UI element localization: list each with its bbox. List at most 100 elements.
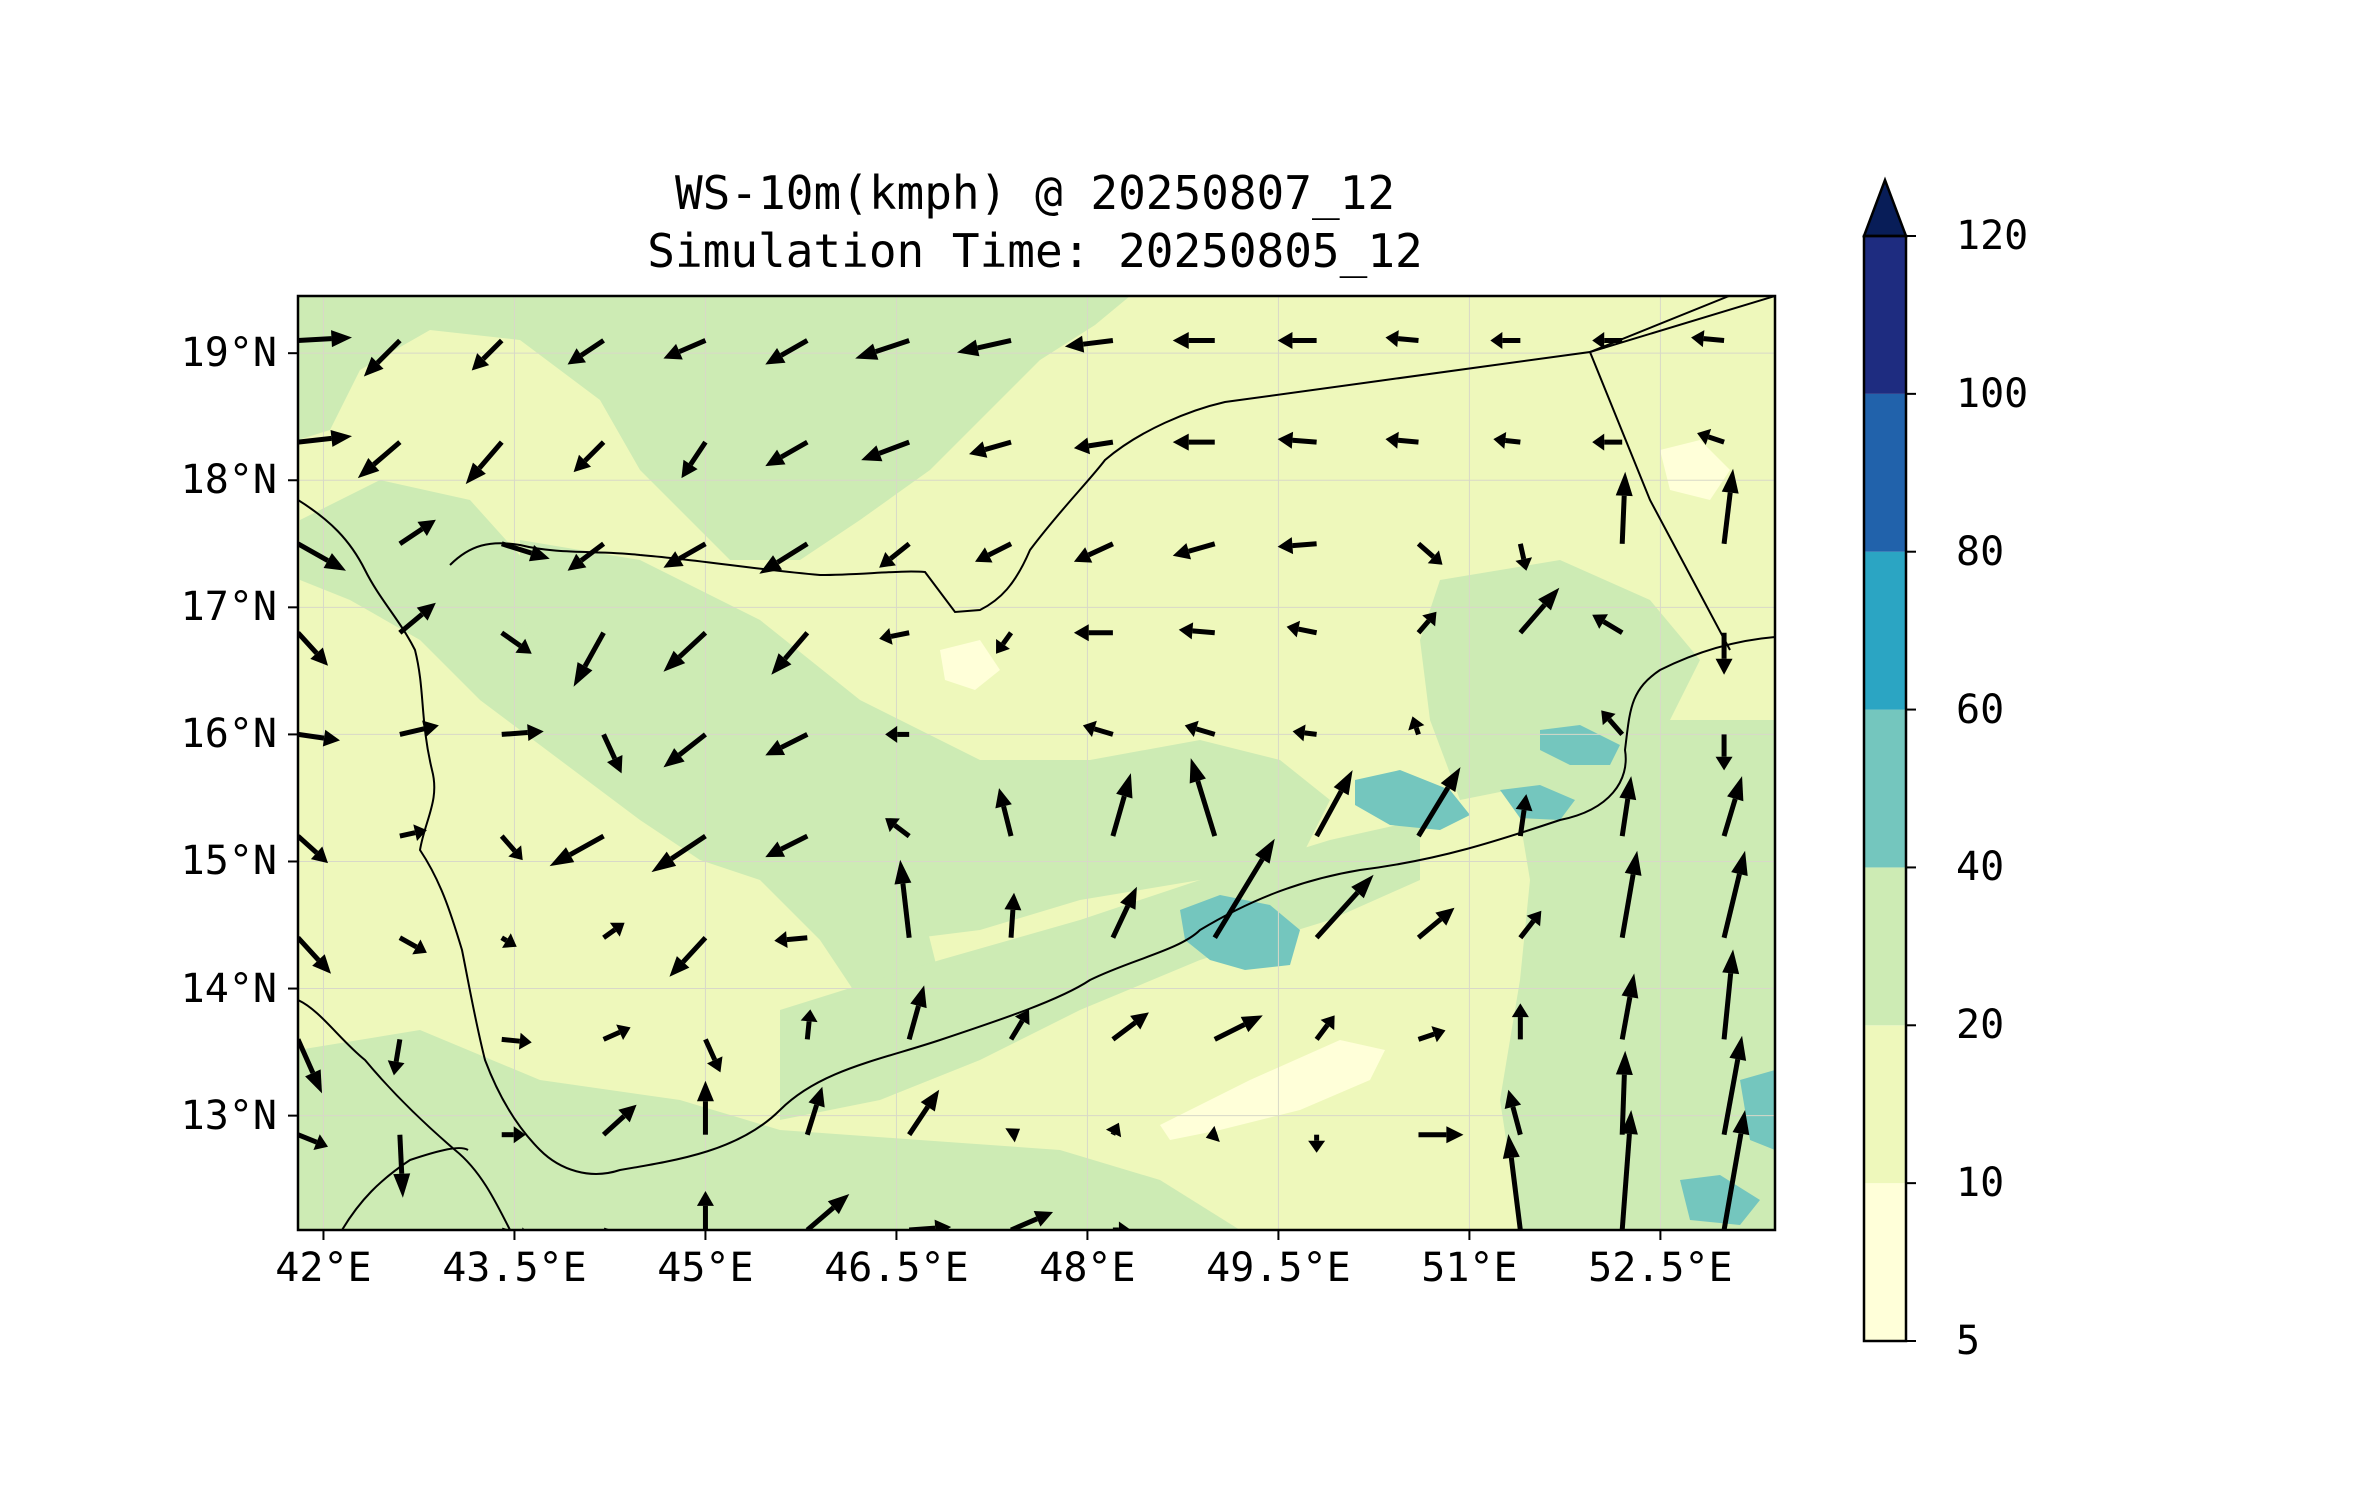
wind-arrow-head [387, 1060, 405, 1076]
wind-arrow-shaft [889, 541, 911, 561]
wind-arrow-shaft [298, 1132, 318, 1145]
wind-arrow-shaft [780, 439, 809, 460]
wind-arrow-head [1691, 330, 1705, 348]
wind-arrow-head [707, 1056, 723, 1073]
wind-arrow-head [1277, 431, 1294, 449]
wind-arrow-shaft [890, 630, 910, 639]
wind-arrow [1277, 331, 1317, 349]
wind-arrow-shaft [1703, 336, 1725, 343]
wind-arrow-head [1621, 973, 1639, 999]
wind-arrow [669, 936, 708, 977]
colorbar-band [1864, 551, 1906, 710]
contour-40-60-e [1680, 1175, 1760, 1225]
wind-arrow [1172, 331, 1215, 349]
wind-arrow-head [669, 956, 690, 977]
wind-arrow-head [879, 628, 893, 645]
wind-arrow-head [1308, 1140, 1326, 1153]
lat-tick-label: 16°N [180, 711, 277, 758]
wind-arrow-head [696, 1191, 714, 1206]
wind-arrow-shaft [907, 1105, 930, 1137]
wind-arrow-head [975, 547, 993, 563]
wind-arrow-head [651, 851, 677, 873]
wind-arrow-head [855, 343, 879, 360]
wind-arrow [602, 1024, 631, 1042]
wind-arrow [1721, 1110, 1750, 1230]
colorbar [1862, 176, 1916, 1343]
wind-arrow [1592, 614, 1624, 635]
lon-tick-label: 49.5°E [1206, 1245, 1351, 1291]
wind-arrow-head [879, 552, 896, 568]
wind-arrow-head [528, 544, 550, 562]
wind-arrow-shaft [1213, 1022, 1246, 1042]
wind-arrow-shaft [1111, 1020, 1137, 1042]
wind-arrow-shaft [678, 541, 707, 561]
wind-arrow [1715, 632, 1733, 675]
wind-arrow [387, 1038, 405, 1076]
wind-arrow-head [471, 353, 490, 371]
wind-arrow-shaft [298, 1038, 316, 1074]
wind-arrow [1213, 1015, 1263, 1042]
wind-arrow-shaft [900, 883, 912, 939]
wind-arrow-head [1431, 1026, 1446, 1043]
wind-arrow-shaft [398, 526, 424, 546]
lat-tick-label: 18°N [180, 457, 277, 504]
contour-40-60-b [1540, 725, 1620, 765]
lon-tick-label: 51°E [1421, 1245, 1518, 1291]
wind-arrow-shaft [1602, 619, 1624, 635]
wind-arrow [1385, 431, 1419, 449]
wind-arrow-shaft [372, 440, 402, 467]
wind-arrow-shaft [298, 631, 319, 655]
wind-arrow-head [1422, 611, 1437, 627]
wind-arrow-head [1592, 614, 1608, 629]
wind-arrow [663, 541, 707, 568]
wind-arrow-head [861, 445, 883, 462]
wind-arrow-shaft [500, 935, 508, 943]
wind-arrow-shaft [1721, 873, 1742, 939]
colorbar-tick-label: 100 [1956, 370, 2029, 417]
wind-arrow [1715, 734, 1733, 771]
wind-arrow-shaft [1008, 1019, 1025, 1041]
wind-arrow-head [1172, 433, 1189, 451]
wind-arrow-head [1286, 620, 1301, 638]
wind-arrow [1005, 1128, 1021, 1143]
wind-arrow [1385, 330, 1419, 348]
wind-arrow-head [759, 555, 783, 574]
wind-arrow [1286, 620, 1318, 638]
wind-arrow-head [1116, 773, 1133, 799]
wind-arrow-shaft [500, 630, 522, 648]
wind-arrow-shaft [1510, 1106, 1523, 1136]
wind-arrow-head [1440, 767, 1461, 792]
wind-arrow [393, 1134, 411, 1198]
wind-arrow [1172, 541, 1216, 560]
wind-arrow [1515, 794, 1533, 837]
map-borders [298, 296, 1775, 1230]
wind-arrow-head [885, 725, 898, 743]
wind-arrow [800, 1009, 818, 1040]
wind-arrow-head [363, 356, 384, 377]
wind-arrow-head [607, 755, 623, 774]
wind-arrow-head [1715, 658, 1733, 675]
wind-arrow [1073, 624, 1113, 642]
wind-arrow-shaft [804, 1104, 819, 1136]
wind-arrow-head [417, 519, 436, 536]
colorbar-band [1864, 867, 1906, 1026]
wind-arrow [879, 628, 910, 645]
wind-arrow [1277, 431, 1317, 449]
wind-arrow [1212, 838, 1275, 940]
colorbar-tick-label: 120 [1956, 213, 2029, 259]
wind-arrow-shaft [1110, 905, 1131, 939]
wind-arrow-head [827, 1194, 850, 1215]
wind-arrow [398, 519, 436, 546]
border-saudi-yemen [449, 296, 1730, 614]
wind-arrow-shaft [1416, 917, 1443, 940]
wind-arrow-head [1118, 1221, 1131, 1230]
wind-arrow-head [1592, 433, 1605, 451]
wind-arrow [1615, 1050, 1633, 1135]
wind-arrow-shaft [1110, 795, 1127, 837]
wind-arrow-shaft [298, 731, 325, 741]
wind-arrow-shaft [906, 1005, 921, 1041]
wind-arrow [1064, 335, 1114, 353]
lon-tick-label: 48°E [1039, 1245, 1136, 1291]
wind-arrow-head [910, 985, 927, 1009]
colorbar-band [1864, 1183, 1906, 1341]
